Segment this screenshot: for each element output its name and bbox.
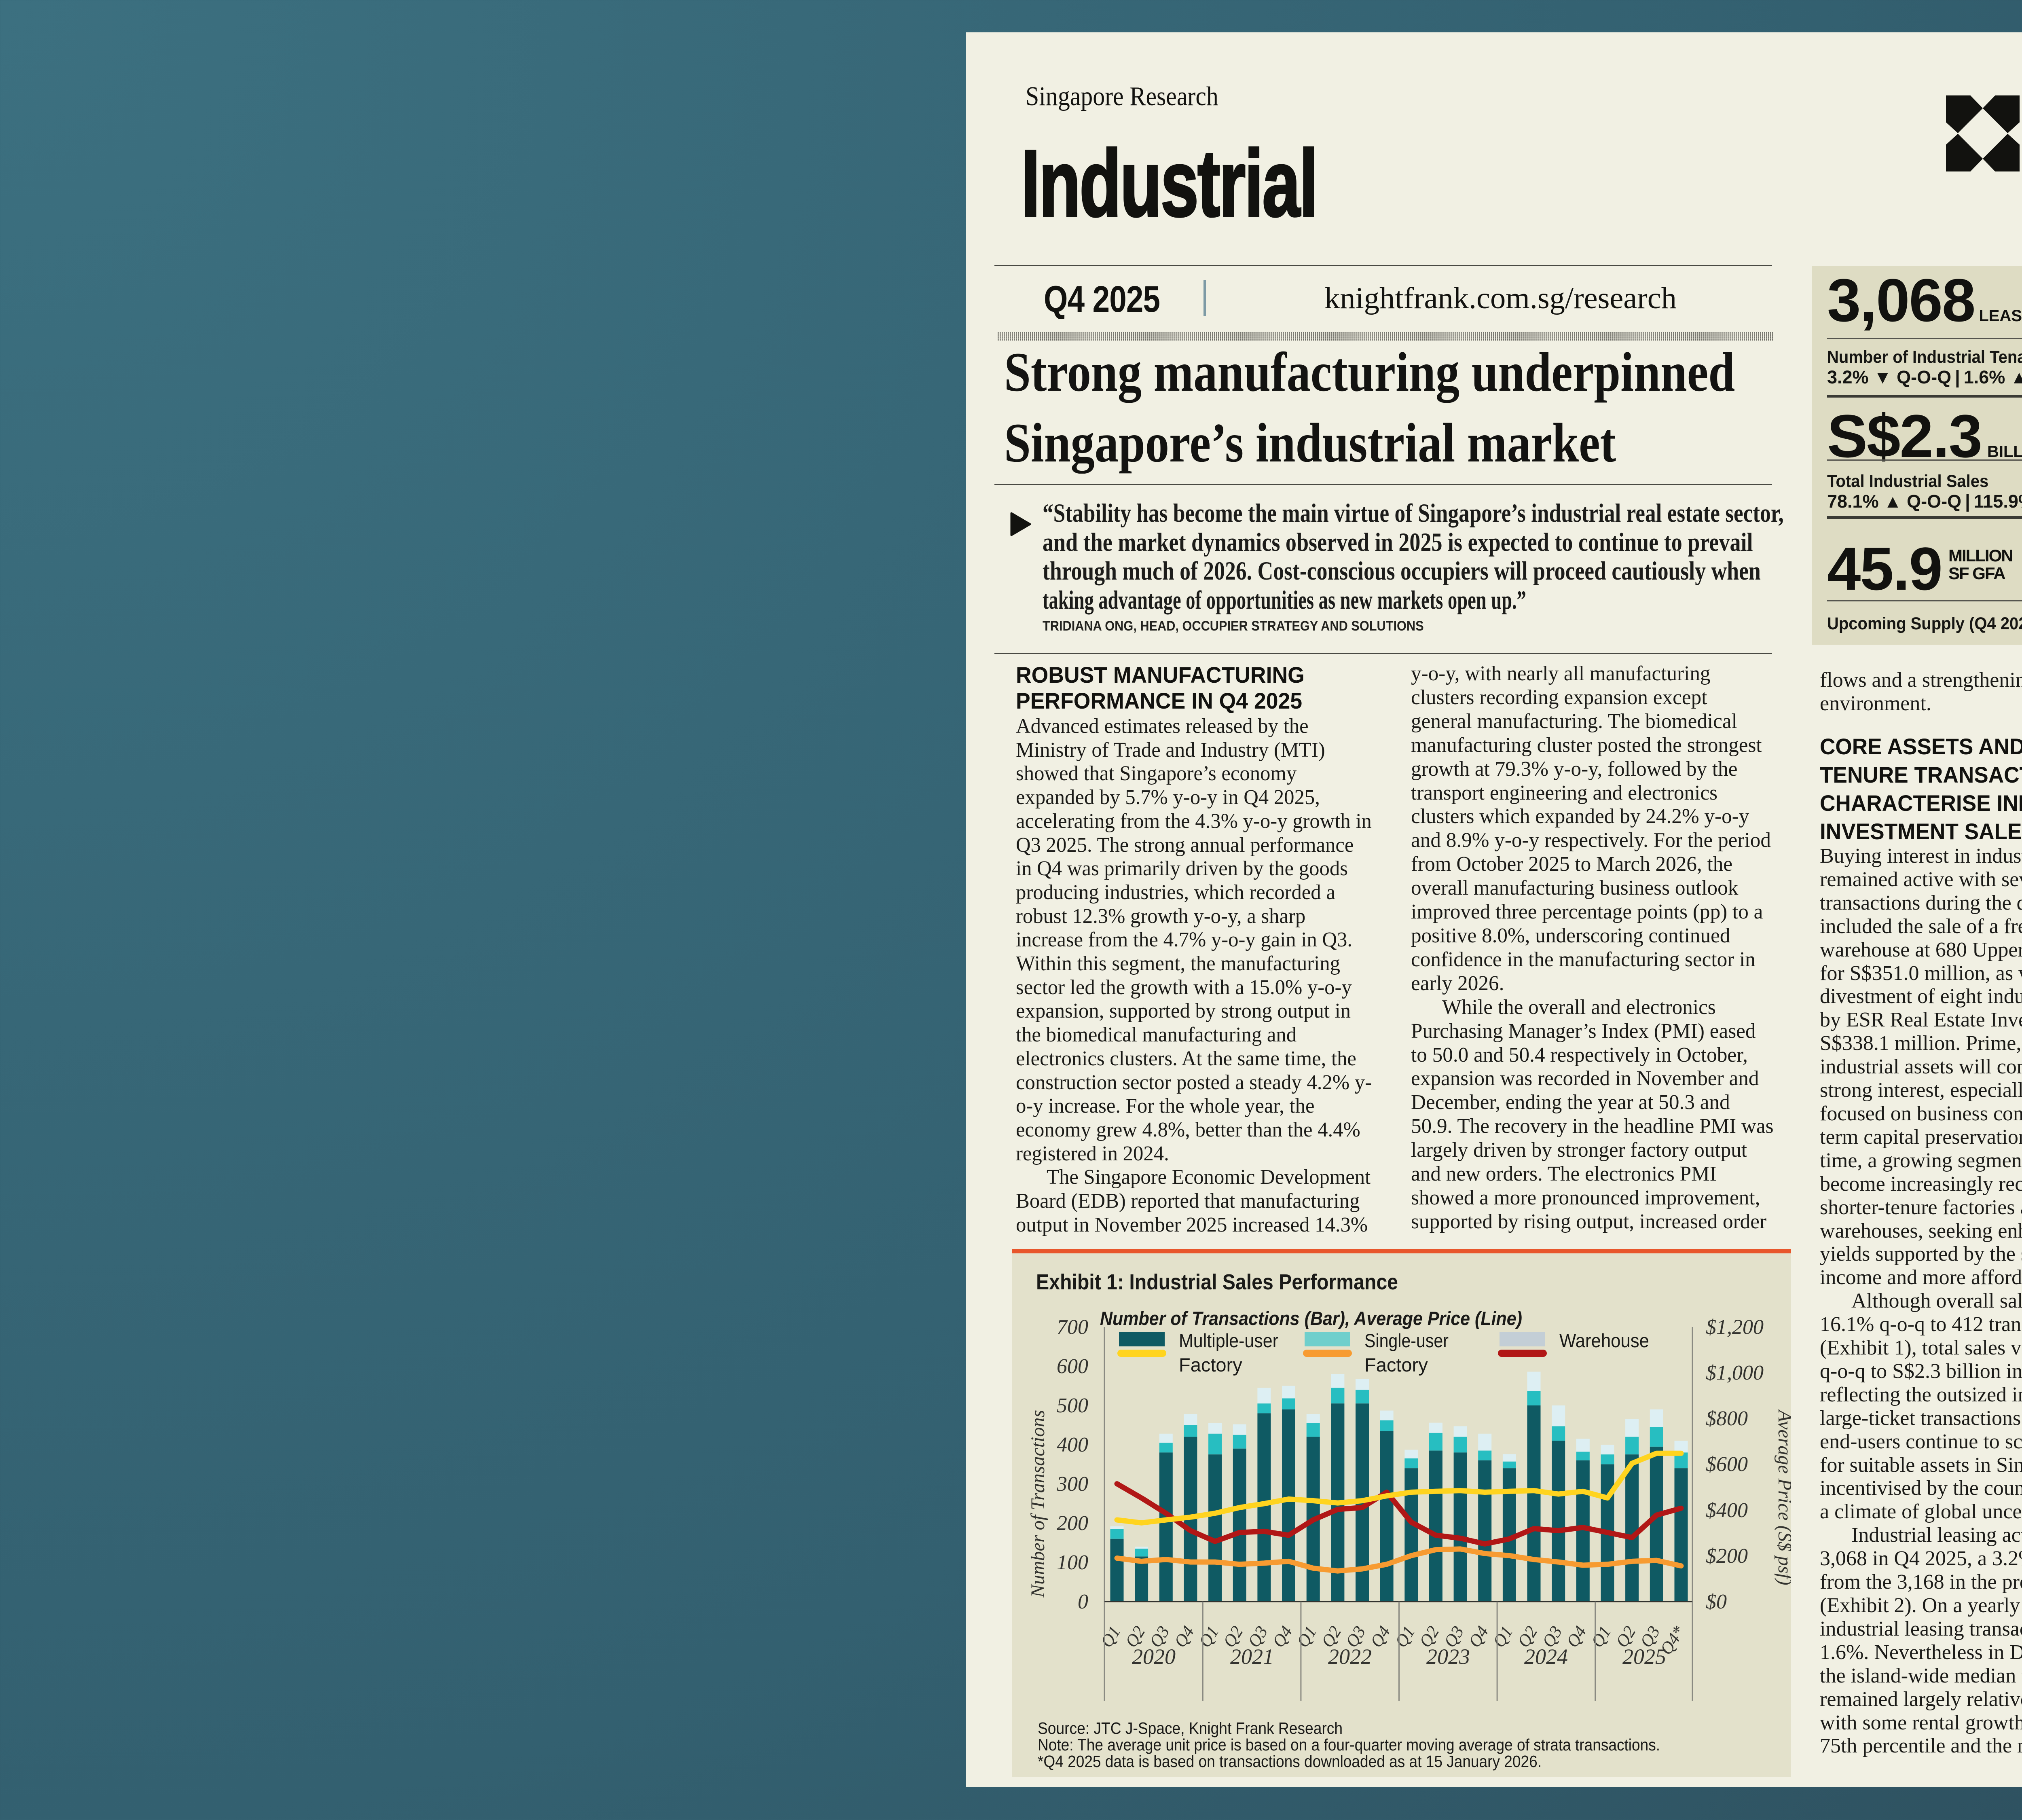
svg-text:Factory: Factory bbox=[1179, 1354, 1242, 1376]
svg-text:$600: $600 bbox=[1706, 1453, 1748, 1476]
svg-text:Multiple-user: Multiple-user bbox=[1179, 1330, 1278, 1351]
svg-text:Number of Transactions (Bar),: Number of Transactions (Bar), Average Pr… bbox=[1100, 1308, 1522, 1329]
svg-text:$800: $800 bbox=[1706, 1407, 1748, 1430]
svg-text:600: 600 bbox=[1057, 1355, 1088, 1378]
svg-text:Single-user: Single-user bbox=[1364, 1330, 1449, 1351]
svg-text:300: 300 bbox=[1056, 1473, 1088, 1496]
svg-text:100: 100 bbox=[1057, 1551, 1088, 1574]
svg-text:*Q4 2025 data is based on tran: *Q4 2025 data is based on transactions d… bbox=[1038, 1752, 1542, 1771]
svg-text:2025: 2025 bbox=[1622, 1644, 1666, 1669]
svg-text:$200: $200 bbox=[1706, 1545, 1748, 1568]
svg-text:$400: $400 bbox=[1706, 1499, 1748, 1522]
svg-text:$1,000: $1,000 bbox=[1706, 1361, 1764, 1384]
svg-text:Source: JTC J-Space, Knight Fr: Source: JTC J-Space, Knight Frank Resear… bbox=[1038, 1719, 1343, 1737]
svg-text:$1,200: $1,200 bbox=[1706, 1316, 1764, 1339]
svg-text:400: 400 bbox=[1057, 1433, 1088, 1456]
svg-text:Warehouse: Warehouse bbox=[1559, 1330, 1649, 1351]
svg-text:2021: 2021 bbox=[1230, 1644, 1274, 1669]
svg-text:2024: 2024 bbox=[1524, 1644, 1568, 1669]
svg-text:Average Price (S$ psf): Average Price (S$ psf) bbox=[1774, 1409, 1791, 1585]
svg-text:700: 700 bbox=[1057, 1316, 1088, 1339]
svg-text:Note: The average unit price i: Note: The average unit price is based on… bbox=[1038, 1735, 1660, 1754]
svg-text:2023: 2023 bbox=[1426, 1644, 1470, 1669]
svg-text:Number of Transactions: Number of Transactions bbox=[1027, 1410, 1049, 1598]
svg-text:Factory: Factory bbox=[1364, 1354, 1428, 1376]
svg-text:200: 200 bbox=[1057, 1512, 1088, 1535]
svg-text:500: 500 bbox=[1057, 1394, 1088, 1417]
svg-text:$0: $0 bbox=[1706, 1590, 1727, 1613]
svg-text:2022: 2022 bbox=[1328, 1644, 1372, 1669]
svg-text:0: 0 bbox=[1078, 1590, 1088, 1613]
svg-text:2020: 2020 bbox=[1132, 1644, 1176, 1669]
svg-text:Exhibit 1: Industrial Sales Pe: Exhibit 1: Industrial Sales Performance bbox=[1036, 1270, 1398, 1294]
